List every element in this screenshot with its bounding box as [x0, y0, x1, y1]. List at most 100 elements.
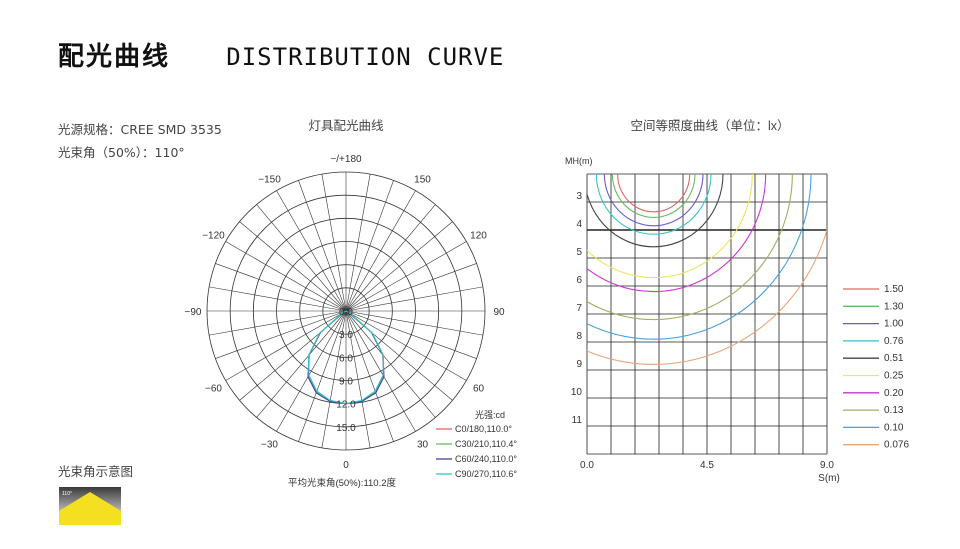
polar-spoke	[345, 241, 467, 312]
iso-legend-label: 1.00	[884, 319, 904, 330]
title-en: DISTRIBUTION CURVE	[226, 43, 505, 71]
iso-legend-label: 0.076	[884, 440, 909, 451]
iso-legend-label: 0.76	[884, 336, 904, 347]
isolux-chart: 空间等照度曲线（单位：lx） MH(m) 3 4 5 6 7 8 9 10 11 0.0 4.5 9.0…	[565, 118, 909, 484]
polar-spoke	[276, 310, 347, 432]
polar-spoke	[345, 174, 371, 312]
iso-curve	[587, 174, 812, 340]
title-cn: 配光曲线	[58, 42, 171, 72]
polar-spoke	[298, 180, 347, 312]
polar-spoke	[321, 310, 347, 448]
iso-x-tick: 4.5	[700, 460, 714, 471]
polar-angle-label: 60	[473, 384, 485, 395]
polar-angle-label: 0	[343, 460, 349, 471]
polar-spoke	[345, 310, 394, 442]
polar-spoke	[345, 263, 477, 312]
iso-curve	[587, 174, 793, 321]
polar-angle-label: 150	[414, 174, 431, 185]
iso-curve	[587, 227, 827, 365]
isolux-chart-title: 空间等照度曲线（单位：lx）	[630, 118, 789, 133]
iso-x-tick: 9.0	[820, 460, 834, 471]
polar-legend: 光强:cd C0/180,110.0° C30/210,110.4° C60/240,…	[436, 409, 517, 479]
isolux-curves	[587, 174, 827, 365]
polar-spoke	[345, 310, 436, 418]
iso-y-tick: 3	[576, 191, 582, 202]
polar-spoke	[256, 204, 347, 312]
iso-curve	[587, 174, 767, 293]
polar-radial-label: 9.0	[339, 377, 353, 388]
polar-radial-label: 0.0	[339, 307, 353, 318]
polar-angle-label: −60	[205, 384, 222, 395]
polar-angle-label: −30	[261, 440, 278, 451]
polar-spoke	[225, 241, 347, 312]
beam-icon-label: 110°	[62, 491, 72, 497]
polar-legend-label: C90/270,110.6°	[455, 469, 517, 479]
polar-chart-title: 灯具配光曲线	[308, 119, 384, 133]
iso-y-tick: 6	[576, 275, 582, 286]
polar-spoke	[276, 190, 347, 312]
beam-diagram-label: 光束角示意图	[58, 464, 134, 479]
iso-x-axis-label: S(m)	[818, 473, 840, 484]
polar-spoke	[345, 286, 483, 312]
polar-spoke	[345, 221, 453, 312]
iso-y-tick: 11	[572, 415, 583, 426]
polar-angle-label: −90	[185, 307, 202, 318]
polar-spoke	[298, 310, 347, 442]
page-title: 配光曲线 DISTRIBUTION CURVE	[58, 36, 504, 73]
iso-curve	[617, 174, 691, 213]
iso-curve	[611, 174, 696, 218]
beam-angle-spec: 光束角（50%）：110°	[58, 145, 185, 160]
polar-legend-label: C0/180,110.0°	[455, 424, 512, 434]
polar-distribution-chart: 灯具配光曲线 −/+180 −150 150 −120 120 −90 90 −60 60 −30…	[185, 119, 518, 489]
isolux-labels: MH(m) 3 4 5 6 7 8 9 10 11 0.0 4.5 9.0 S(m)	[565, 156, 840, 484]
polar-angle-label: −150	[258, 174, 281, 185]
polar-spoke	[345, 310, 477, 359]
iso-curve	[587, 174, 753, 279]
iso-legend-label: 0.10	[884, 422, 904, 433]
iso-x-tick: 0.0	[580, 460, 594, 471]
iso-y-tick: 9	[576, 359, 582, 370]
iso-y-axis-label: MH(m)	[565, 156, 593, 166]
polar-spoke	[215, 263, 347, 312]
isolux-legend: 1.50 1.30 1.00 0.76 0.51 0.25 0.20 0.13 0.10 0.07…	[843, 284, 909, 451]
polar-spoke	[345, 310, 371, 448]
polar-angle-label: 120	[470, 231, 487, 242]
polar-radial-label: 15.0	[336, 423, 356, 434]
polar-spoke	[225, 310, 347, 381]
iso-curve	[587, 174, 724, 248]
polar-spoke	[215, 310, 347, 359]
polar-spoke	[345, 310, 416, 432]
polar-curves	[307, 310, 385, 405]
polar-spoke	[345, 310, 483, 336]
polar-angle-label: 30	[417, 440, 429, 451]
polar-spoke	[321, 174, 347, 312]
iso-curve	[603, 174, 704, 227]
polar-spoke	[209, 310, 347, 336]
polar-spoke	[345, 310, 467, 381]
polar-angle-label: 90	[493, 307, 505, 318]
polar-footer: 平均光束角(50%):110.2度	[288, 477, 397, 489]
polar-unit-label: 光强:cd	[475, 409, 505, 420]
iso-legend-label: 0.51	[884, 353, 904, 364]
polar-angle-label: −/+180	[330, 154, 362, 165]
iso-y-tick: 10	[571, 387, 583, 398]
polar-spoke	[345, 180, 394, 312]
iso-legend-label: 0.20	[884, 388, 904, 399]
iso-y-tick: 8	[576, 331, 582, 342]
iso-legend-label: 1.30	[884, 301, 904, 312]
polar-legend-label: C60/240,110.0°	[455, 454, 517, 464]
iso-y-tick: 7	[576, 303, 582, 314]
iso-legend-label: 0.13	[884, 405, 904, 416]
isolux-grid	[586, 173, 828, 455]
polar-spoke	[345, 190, 416, 312]
iso-legend-label: 0.25	[884, 371, 904, 382]
polar-radial-label: 12.0	[336, 400, 356, 411]
iso-y-tick: 4	[576, 219, 582, 230]
polar-spoke	[239, 221, 347, 312]
polar-spoke	[345, 204, 436, 312]
polar-curve	[307, 310, 385, 405]
iso-curve	[595, 174, 712, 235]
polar-radial-label: 6.0	[339, 353, 353, 364]
polar-labels: −/+180 −150 150 −120 120 −90 90 −60 60 −30 30 0 0.0 3…	[185, 154, 505, 489]
polar-legend-label: C30/210,110.4°	[455, 439, 517, 449]
